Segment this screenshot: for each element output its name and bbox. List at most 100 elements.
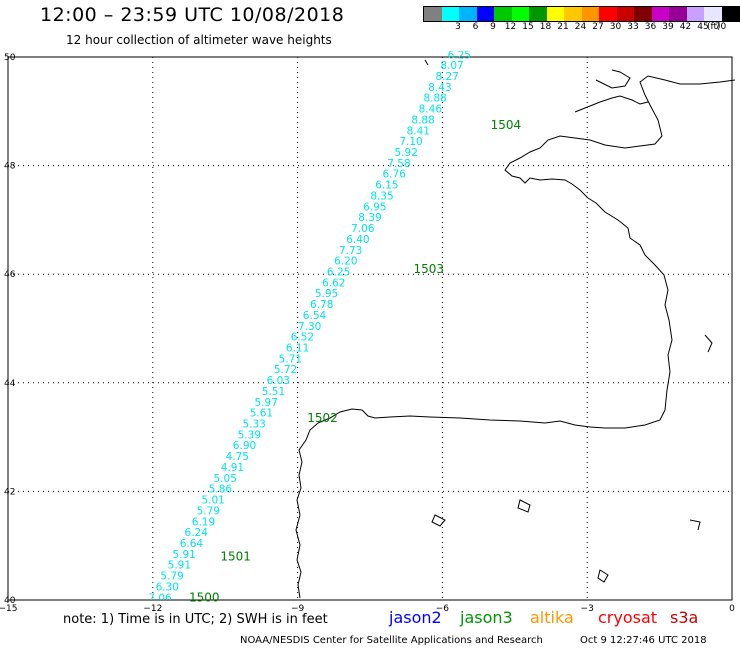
color-legend-label: 21 (557, 22, 569, 32)
swh-value: 3.03 (477, 0, 500, 7)
swh-value: 6.15 (375, 180, 398, 192)
swh-value: 6.98 (452, 38, 475, 50)
swh-value: 8.46 (419, 104, 443, 116)
x-tick-label: −12 (143, 604, 162, 614)
color-swatch (511, 7, 529, 21)
coastline-france (504, 75, 736, 411)
swh-value: 6.78 (310, 299, 333, 311)
swh-value: 4.30 (472, 6, 495, 18)
color-swatch (564, 7, 582, 21)
swh-value: 8.07 (440, 60, 463, 72)
y-tick-label: 44 (4, 379, 16, 389)
swh-value: 5.51 (262, 386, 285, 398)
swh-value: 6.54 (303, 310, 327, 322)
swh-value: 6.30 (156, 581, 179, 593)
altimeter-track: 7.066.305.795.915.916.646.246.195.795.01… (148, 0, 500, 600)
swh-value: 6.19 (192, 516, 215, 528)
y-tick-label: 42 (4, 487, 15, 497)
swh-value: 6.90 (233, 440, 256, 452)
credit-line: NOAA/NESDIS Center for Satellite Applica… (240, 635, 543, 646)
x-tick-label: −15 (0, 604, 18, 614)
color-legend-label: 9 (490, 22, 496, 32)
map-frame (7, 56, 733, 601)
coast-detail-2 (597, 569, 609, 583)
color-swatch (704, 7, 722, 21)
color-swatch (721, 7, 739, 21)
color-swatch (581, 7, 599, 21)
swh-value: 6.64 (180, 538, 204, 550)
coastline (295, 59, 736, 599)
color-legend-label: 39 (662, 22, 674, 32)
x-tick-label: −9 (291, 604, 305, 614)
y-tick-label: 46 (4, 270, 16, 280)
swh-value: 5.79 (160, 571, 183, 583)
swh-value: 7.30 (298, 321, 321, 333)
swh-value: 4.29 (464, 17, 487, 29)
swh-value: 4.91 (221, 462, 244, 474)
swh-value: 8.27 (436, 71, 459, 83)
swh-value: 5.39 (238, 429, 261, 441)
legend-altika: altika (530, 608, 574, 627)
color-legend-label: 33 (627, 22, 639, 32)
coast-detail-5 (689, 519, 701, 531)
swh-value: 6.95 (363, 201, 386, 213)
swh-value: 5.92 (395, 147, 418, 159)
coast-detail-6 (424, 59, 429, 66)
swh-value: 8.41 (407, 125, 430, 137)
swh-value: 7.58 (387, 158, 410, 170)
color-legend-label: 3 (455, 22, 461, 32)
swh-value: 6.25 (448, 49, 471, 61)
coast-detail-3 (517, 499, 531, 513)
timestamp: Oct 9 12:27:46 UTC 2018 (580, 635, 707, 646)
swh-value: 5.61 (250, 408, 273, 420)
time-marker: 1504 (491, 118, 522, 132)
swh-value: 6.24 (185, 527, 209, 539)
swh-value: 5.05 (214, 473, 237, 485)
coast-detail-1 (704, 334, 713, 353)
swh-value: 8.88 (423, 93, 446, 105)
swh-value: 5.33 (242, 419, 265, 431)
swh-value: 4.58 (460, 28, 483, 40)
coastline-england-2 (595, 69, 631, 89)
color-legend-label: 70 (714, 22, 727, 32)
color-swatch (424, 7, 442, 21)
legend-s3a: s3a (670, 608, 699, 627)
swh-value: 4.75 (226, 451, 249, 463)
time-marker: 1500 (189, 590, 220, 604)
color-legend-label: 24 (574, 22, 587, 32)
swh-value: 5.97 (255, 397, 278, 409)
legend-jason2: jason2 (389, 608, 442, 627)
legend-cryosat: cryosat (598, 608, 658, 627)
swh-value: 5.72 (274, 364, 297, 376)
color-swatch (599, 7, 617, 21)
time-marker: 1502 (307, 411, 338, 425)
map-subtitle: 12 hour collection of altimeter wave hei… (66, 33, 332, 47)
color-swatch (459, 7, 477, 21)
swh-value: 5.71 (279, 353, 302, 365)
color-legend-label: 15 (522, 22, 534, 32)
swh-value: 6.52 (291, 332, 314, 344)
swh-value: 7.06 (351, 223, 375, 235)
color-swatch (686, 7, 704, 21)
color-legend-label: 18 (539, 22, 552, 32)
swh-value: 6.20 (334, 256, 357, 268)
color-swatch (546, 7, 564, 21)
swh-value: 8.35 (370, 190, 393, 202)
time-marker: 1503 (413, 262, 444, 276)
color-swatch (669, 7, 687, 21)
swh-value: 5.91 (168, 560, 191, 572)
swh-value: 8.39 (358, 212, 381, 224)
swh-value: 6.40 (346, 234, 369, 246)
swh-value: 6.11 (286, 343, 309, 355)
color-legend-label: 6 (472, 22, 479, 32)
color-legend-label: 42 (679, 22, 692, 32)
swh-value: 5.95 (315, 288, 338, 300)
color-swatch (634, 7, 652, 21)
y-tick-label: 40 (4, 596, 16, 606)
y-tick-label: 50 (4, 53, 16, 63)
color-legend-labels: 3 6 9 12 15 18 21 24 27 30 33 36 39 42 45 70 (423, 22, 726, 34)
swh-value: 6.62 (322, 277, 345, 289)
swh-value: 8.43 (428, 82, 451, 94)
swh-value: 7.10 (399, 136, 422, 148)
color-swatch (529, 7, 547, 21)
